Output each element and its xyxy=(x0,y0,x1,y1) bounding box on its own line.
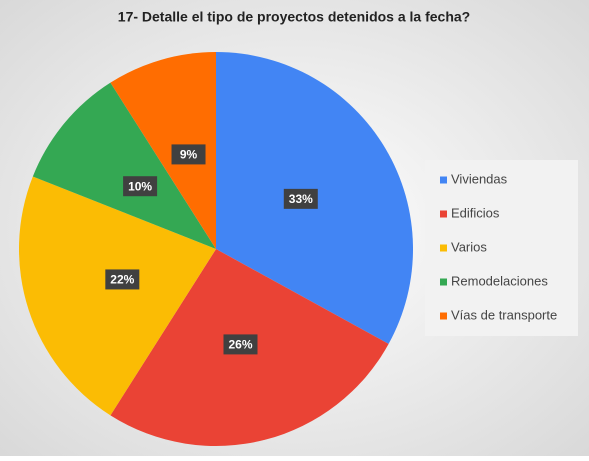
pie-slice xyxy=(32,82,217,250)
legend-swatch xyxy=(440,176,447,184)
data-label: 26% xyxy=(228,338,252,352)
legend-swatch xyxy=(440,244,447,252)
legend-label: Remodelaciones xyxy=(451,273,548,288)
data-label-box xyxy=(123,176,158,197)
legend-swatch xyxy=(440,312,447,320)
legend-swatch xyxy=(440,210,447,218)
legend-label: Viviendas xyxy=(451,171,508,186)
legend-label: Edificios xyxy=(451,205,500,220)
data-label: 33% xyxy=(289,192,313,206)
data-label-box xyxy=(283,188,318,209)
data-label: 22% xyxy=(110,273,134,287)
data-label-box xyxy=(105,269,140,290)
pie-slice xyxy=(19,176,216,416)
pie-slice xyxy=(110,52,216,249)
data-label: 9% xyxy=(180,148,198,162)
data-label-box xyxy=(171,144,206,165)
data-label: 10% xyxy=(128,179,152,193)
chart-title: 17- Detalle el tipo de proyectos detenid… xyxy=(118,9,470,25)
legend-label: Varios xyxy=(451,239,487,254)
legend-label: Vías de transporte xyxy=(451,307,557,322)
data-label-box xyxy=(223,334,258,355)
legend-box xyxy=(425,160,578,336)
legend-swatch xyxy=(440,278,447,286)
